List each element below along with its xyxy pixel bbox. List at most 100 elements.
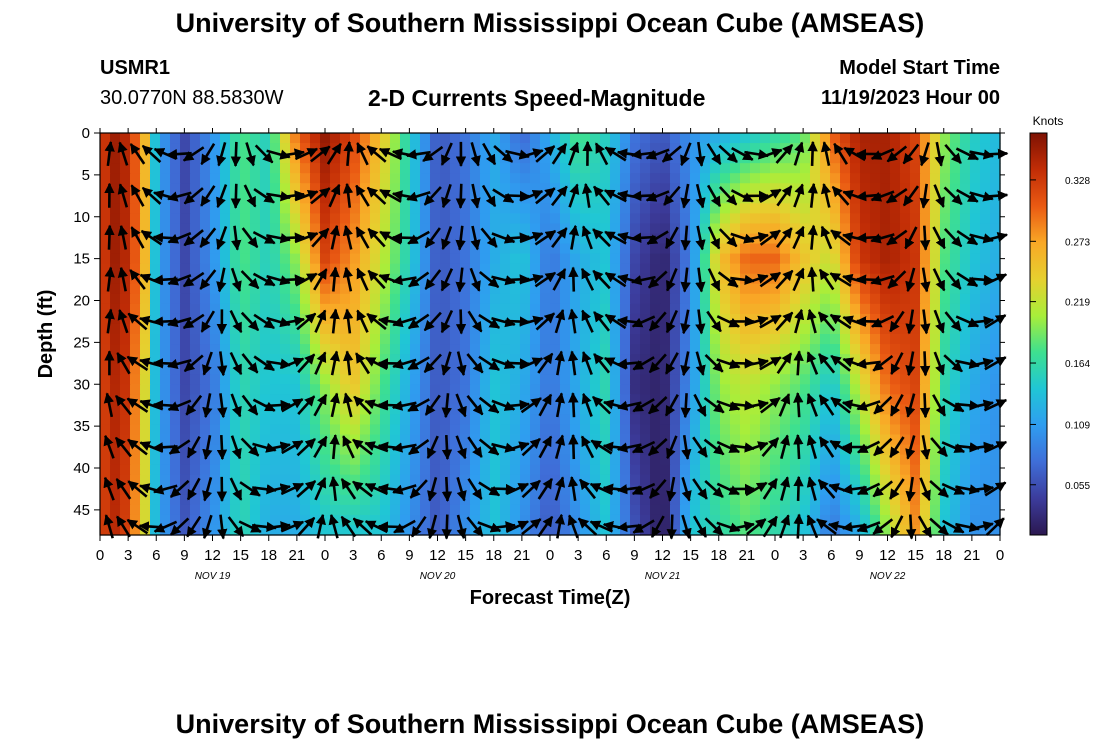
heatmap-cell	[910, 444, 921, 456]
heatmap-cell	[810, 273, 821, 285]
heatmap-cell	[290, 514, 301, 526]
heatmap-cell	[820, 364, 831, 375]
heatmap-cell	[460, 273, 471, 285]
heatmap-cell	[450, 444, 461, 456]
heatmap-cell	[180, 243, 191, 255]
heatmap-cell	[900, 293, 911, 305]
heatmap-cell	[880, 243, 891, 255]
heatmap-cell	[710, 374, 721, 385]
heatmap-cell	[640, 414, 651, 426]
heatmap-cell	[210, 384, 221, 395]
heatmap-cell	[560, 203, 571, 214]
current-arrow	[693, 393, 707, 417]
heatmap-cell	[750, 374, 761, 385]
heatmap-cell	[660, 203, 671, 214]
heatmap-cell	[880, 183, 891, 194]
colorbar-tick-label: 0.273	[1065, 237, 1090, 248]
heatmap-cell	[890, 223, 901, 235]
heatmap-cell	[410, 293, 421, 305]
heatmap-cell	[740, 213, 751, 225]
heatmap-cell	[470, 504, 481, 516]
heatmap-cell	[930, 444, 941, 456]
heatmap-cell	[310, 524, 321, 536]
current-arrow	[116, 352, 131, 375]
heatmap-cell	[330, 374, 341, 385]
heatmap-cell	[400, 313, 411, 325]
heatmap-cell	[490, 474, 501, 486]
heatmap-cell	[730, 183, 741, 194]
heatmap-cell	[290, 504, 301, 516]
heatmap-cell	[190, 354, 201, 365]
heatmap-cell	[820, 524, 831, 536]
heatmap-cell	[760, 434, 771, 446]
current-arrow	[253, 355, 275, 372]
heatmap-cell	[530, 173, 541, 184]
heatmap-cell	[980, 344, 991, 355]
heatmap-cell	[300, 283, 311, 295]
current-arrow	[480, 227, 498, 248]
current-arrow	[216, 142, 227, 167]
heatmap-cell	[600, 253, 611, 265]
heatmap-cell	[720, 283, 731, 295]
heatmap-cell	[450, 253, 461, 265]
heatmap-cell	[230, 133, 241, 144]
station-id: USMR1	[100, 57, 171, 79]
heatmap-cell	[900, 474, 911, 486]
heatmap-cell	[560, 153, 571, 164]
heatmap-cell	[540, 303, 551, 315]
heatmap-cell	[620, 434, 631, 446]
heatmap-cell	[800, 414, 811, 426]
heatmap-cell	[190, 173, 201, 184]
heatmap-cell	[410, 434, 421, 446]
heatmap-cell	[800, 183, 811, 194]
heatmap-cell	[990, 444, 1001, 456]
current-arrow	[469, 267, 481, 292]
heatmap-cell	[590, 253, 601, 265]
heatmap-cell	[200, 263, 211, 275]
heatmap-cell	[550, 213, 561, 225]
heatmap-cell	[620, 243, 631, 255]
heatmap-cell	[830, 173, 841, 184]
heatmap-cell	[700, 504, 711, 516]
heatmap-cell	[740, 434, 751, 446]
heatmap-cell	[940, 303, 951, 315]
heatmap-cell	[290, 143, 301, 154]
heatmap-cell	[450, 143, 461, 154]
heatmap-cell	[780, 263, 791, 275]
heatmap-cell	[650, 354, 661, 365]
heatmap-cell	[560, 253, 571, 265]
heatmap-cell	[750, 243, 761, 255]
heatmap-cell	[290, 384, 301, 395]
current-arrow	[969, 483, 995, 494]
heatmap-cell	[580, 173, 591, 184]
heatmap-cell	[640, 374, 651, 385]
heatmap-cell	[350, 253, 361, 265]
heatmap-cell	[210, 514, 221, 526]
heatmap-cell	[690, 424, 701, 436]
heatmap-cell	[910, 454, 921, 466]
heatmap-cell	[110, 384, 121, 395]
current-arrow	[117, 309, 129, 334]
heatmap-cell	[960, 183, 971, 194]
heatmap-cell	[390, 424, 401, 436]
heatmap-cell	[660, 213, 671, 225]
heatmap-cell	[960, 474, 971, 486]
heatmap-cell	[240, 143, 251, 154]
heatmap-cell	[670, 323, 681, 335]
current-arrow	[793, 183, 805, 208]
heatmap-cell	[590, 193, 601, 204]
heatmap-cell	[230, 434, 241, 446]
heatmap-cell	[540, 524, 551, 536]
heatmap-cell	[130, 464, 141, 476]
heatmap-cell	[170, 334, 181, 345]
heatmap-cell	[900, 323, 911, 335]
heatmap-cell	[160, 374, 171, 385]
heatmap-cell	[430, 323, 441, 335]
heatmap-cell	[170, 374, 181, 385]
heatmap-cell	[640, 183, 651, 194]
heatmap-cell	[390, 243, 401, 255]
heatmap-cell	[620, 424, 631, 436]
heatmap-cell	[150, 494, 161, 506]
heatmap-cell	[290, 454, 301, 466]
heatmap-cell	[130, 384, 141, 395]
